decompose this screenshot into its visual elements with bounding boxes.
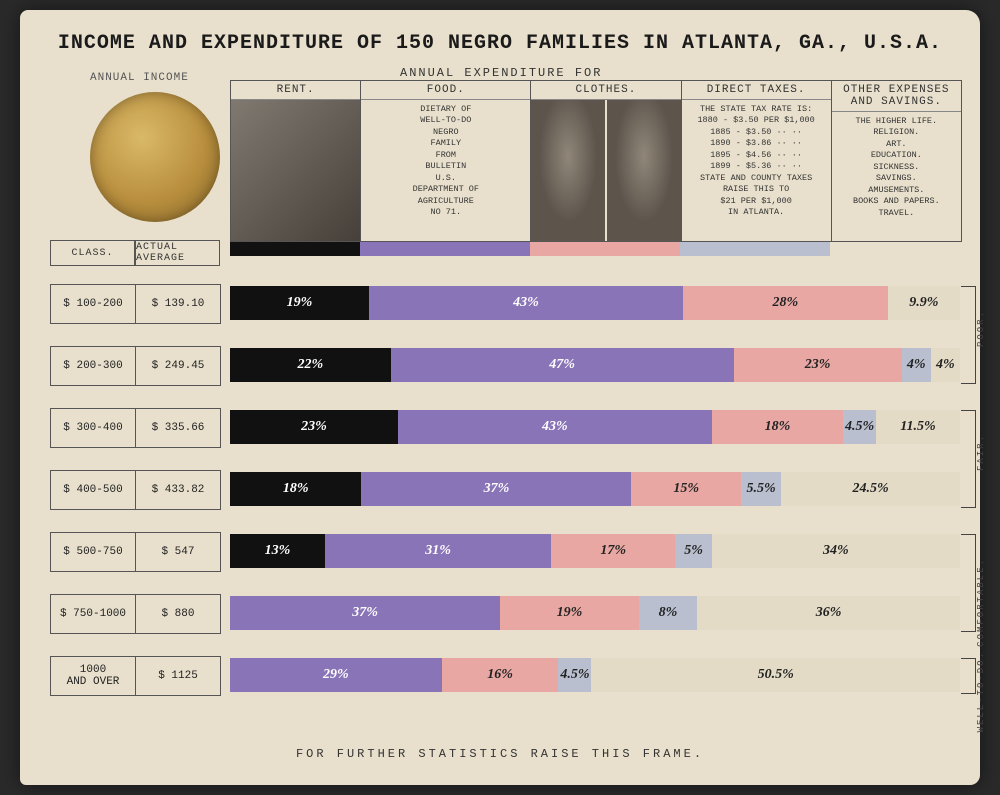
- chart-paper: INCOME AND EXPENDITURE OF 150 NEGRO FAMI…: [20, 10, 980, 785]
- bar-seg-food: 37%: [361, 472, 631, 506]
- bracket-label: WELL-TO-DO.: [976, 651, 986, 732]
- bar-seg-other: 9.9%: [888, 286, 960, 320]
- clothes-portraits: [531, 100, 680, 241]
- cell-average: $ 433.82: [135, 470, 221, 510]
- bracket: [961, 534, 976, 632]
- bar-seg-rent: 13%: [230, 534, 325, 568]
- col-avg-header: ACTUAL AVERAGE: [135, 240, 220, 266]
- bracket: [961, 658, 976, 694]
- rent-photo: [231, 100, 360, 241]
- keybar-seg-food: [360, 242, 530, 256]
- table-row: $ 200-300$ 249.4522%47%23%4%4%: [50, 334, 960, 396]
- table-row: $ 100-200$ 139.10 19%43%28%9.9%: [50, 272, 960, 334]
- category-label: RENT.: [231, 81, 360, 100]
- cell-class: $ 300-400: [50, 408, 136, 448]
- bracket-label: FAIR.: [976, 434, 986, 471]
- category-other: OTHER EXPENSES AND SAVINGS.THE HIGHER LI…: [832, 81, 961, 241]
- chart-title: INCOME AND EXPENDITURE OF 150 NEGRO FAMI…: [20, 32, 980, 55]
- cell-class: 1000 AND OVER: [50, 656, 136, 696]
- stacked-bar: 29%16%4.5%50.5%: [230, 658, 960, 692]
- cell-average: $ 547: [135, 532, 221, 572]
- bracket: [961, 410, 976, 508]
- bar-seg-clothes: 23%: [734, 348, 902, 382]
- bar-seg-clothes: 18%: [712, 410, 843, 444]
- column-headers: CLASS. ACTUAL AVERAGE: [50, 240, 220, 266]
- table-row: 1000 AND OVER$ 1125 29%16%4.5%50.5%: [50, 644, 960, 706]
- bar-seg-food: 43%: [369, 286, 683, 320]
- seal-label: ANNUAL INCOME: [90, 72, 189, 84]
- table-row: $ 300-400$ 335.66 23%43%18%4.5%11.5%: [50, 396, 960, 458]
- cell-average: $ 139.10: [135, 284, 221, 324]
- cell-average: $ 335.66: [135, 408, 221, 448]
- bar-seg-other: 34%: [712, 534, 960, 568]
- bracket-label: POOR.: [976, 310, 986, 347]
- bar-seg-food: 37%: [230, 596, 500, 630]
- bracket: [961, 286, 976, 384]
- category-body-text: DIETARY OF WELL-TO-DO NEGRO FAMILY FROM …: [361, 100, 530, 241]
- bar-seg-food: 31%: [325, 534, 551, 568]
- table-row: $ 400-500$ 433.82 18%37%15%5.5%24.5%: [50, 458, 960, 520]
- stacked-bar: 22%47%23%4%4%: [230, 348, 960, 382]
- category-header-row: RENT.FOOD.DIETARY OF WELL-TO-DO NEGRO FA…: [230, 80, 962, 242]
- bar-seg-rent: 23%: [230, 410, 398, 444]
- category-label: CLOTHES.: [531, 81, 680, 100]
- bar-seg-food: 29%: [230, 658, 442, 692]
- bar-seg-taxes: 8%: [639, 596, 697, 630]
- bar-seg-taxes: 4.5%: [558, 658, 591, 692]
- bar-seg-other: 50.5%: [591, 658, 960, 692]
- table-row: $ 750-1000$ 880 37%19%8%36%: [50, 582, 960, 644]
- cell-average: $ 1125: [135, 656, 221, 696]
- category-food: FOOD.DIETARY OF WELL-TO-DO NEGRO FAMILY …: [361, 81, 531, 241]
- bracket-label: COMFORTABLE.: [976, 558, 986, 647]
- bar-seg-other: 24.5%: [781, 472, 960, 506]
- cell-average: $ 249.45: [135, 346, 221, 386]
- bar-seg-clothes: 16%: [442, 658, 559, 692]
- category-taxes: DIRECT TAXES.THE STATE TAX RATE IS: 1880…: [682, 81, 832, 241]
- bar-seg-clothes: 19%: [500, 596, 639, 630]
- stacked-bar: 18%37%15%5.5%24.5%: [230, 472, 960, 506]
- stacked-bar: 23%43%18%4.5%11.5%: [230, 410, 960, 444]
- col-class-header: CLASS.: [50, 240, 135, 266]
- bar-seg-taxes: 5%: [675, 534, 712, 568]
- bar-seg-clothes: 15%: [631, 472, 741, 506]
- bar-seg-rent: 19%: [230, 286, 369, 320]
- cell-class: $ 750-1000: [50, 594, 136, 634]
- bar-seg-taxes: 4%: [902, 348, 931, 382]
- chart-footer: FOR FURTHER STATISTICS RAISE THIS FRAME.: [20, 747, 980, 761]
- category-body-text: THE STATE TAX RATE IS: 1880 - $3.50 PER …: [682, 100, 831, 241]
- cell-class: $ 400-500: [50, 470, 136, 510]
- category-label: DIRECT TAXES.: [682, 81, 831, 100]
- bar-seg-clothes: 28%: [683, 286, 888, 320]
- keybar-seg-clothes: [530, 242, 680, 256]
- bar-seg-rent: 18%: [230, 472, 361, 506]
- cell-class: $ 500-750: [50, 532, 136, 572]
- category-clothes: CLOTHES.: [531, 81, 681, 241]
- legend-keybar: [230, 242, 830, 256]
- stacked-bar: 37%19%8%36%: [230, 596, 960, 630]
- keybar-seg-rent: [230, 242, 360, 256]
- bar-seg-other: 11.5%: [876, 410, 960, 444]
- cell-class: $ 200-300: [50, 346, 136, 386]
- stacked-bar: 19%43%28%9.9%: [230, 286, 960, 320]
- bar-seg-clothes: 17%: [551, 534, 675, 568]
- category-body-text: THE HIGHER LIFE. RELIGION. ART. EDUCATIO…: [832, 112, 961, 241]
- category-label: FOOD.: [361, 81, 530, 100]
- table-row: $ 500-750$ 547 13%31%17%5%34%: [50, 520, 960, 582]
- category-rent: RENT.: [231, 81, 361, 241]
- chart-subtitle: ANNUAL EXPENDITURE FOR: [400, 66, 602, 80]
- bar-seg-other: 36%: [697, 596, 960, 630]
- data-rows: $ 100-200$ 139.1019%43%28%9.9%$ 200-300$…: [50, 272, 960, 706]
- bar-seg-taxes: 5.5%: [741, 472, 781, 506]
- bar-seg-food: 47%: [391, 348, 734, 382]
- cell-average: $ 880: [135, 594, 221, 634]
- bar-seg-rent: 22%: [230, 348, 391, 382]
- bar-seg-food: 43%: [398, 410, 712, 444]
- stacked-bar: 13%31%17%5%34%: [230, 534, 960, 568]
- keybar-seg-taxes: [680, 242, 830, 256]
- category-label: OTHER EXPENSES AND SAVINGS.: [832, 81, 961, 112]
- bar-seg-taxes: 4.5%: [843, 410, 876, 444]
- cell-class: $ 100-200: [50, 284, 136, 324]
- income-seal-icon: [90, 92, 220, 222]
- bar-seg-other: 4%: [931, 348, 960, 382]
